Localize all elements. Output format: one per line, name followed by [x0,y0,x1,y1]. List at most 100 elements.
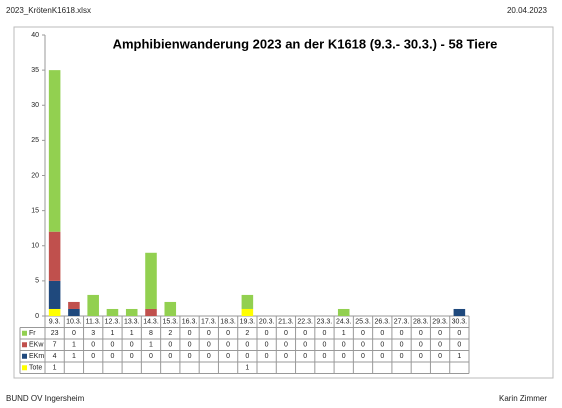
table-value: 0 [111,342,115,349]
x-tick-label: 17.3. [201,319,217,326]
table-value: 0 [188,330,192,337]
bar-segment [68,308,80,316]
x-tick-label: 9.3. [49,319,61,326]
legend-key [22,353,27,359]
table-value: 0 [226,353,230,360]
table-value: 0 [303,353,307,360]
table-value: 0 [438,353,442,360]
print-date: 20.04.2023 [507,6,548,15]
x-tick-label: 29.3. [432,319,448,326]
table-value: 1 [53,365,57,372]
x-tick-label: 23.3. [317,319,333,326]
bar-segment [48,308,61,316]
x-tick-label: 27.3. [394,319,410,326]
table-value: 0 [149,353,153,360]
table-value: 23 [51,330,59,337]
legend-key [22,330,27,336]
table-value: 0 [400,353,404,360]
legend-key [22,342,27,348]
y-tick-label: 0 [35,313,39,320]
table-value: 0 [245,342,249,349]
table-value: 2 [245,330,249,337]
file-name: 2023_KrötenK1618.xlsx [6,6,91,15]
table-value: 1 [245,365,249,372]
table-value: 0 [245,353,249,360]
table-value: 0 [438,330,442,337]
table-value: 3 [91,330,95,337]
table-value: 0 [188,353,192,360]
table-value: 0 [303,330,307,337]
x-tick-label: 26.3. [374,319,390,326]
table-value: 8 [149,330,153,337]
table-value: 0 [457,330,461,337]
x-tick-label: 25.3. [355,319,371,326]
table-value: 0 [265,342,269,349]
x-tick-label: 16.3. [182,319,198,326]
footer-left: BUND OV Ingersheim [6,394,85,403]
y-tick-label: 40 [31,32,39,39]
legend-label: Tote [29,365,42,372]
table-value: 0 [284,330,288,337]
y-tick-label: 5 [35,278,39,285]
table-value: 7 [53,342,57,349]
footer-right: Karin Zimmer [499,394,547,403]
x-tick-label: 14.3. [143,319,159,326]
table-value: 1 [130,330,134,337]
table-value: 0 [342,342,346,349]
x-tick-label: 28.3. [413,319,429,326]
table-value: 0 [168,353,172,360]
table-value: 0 [419,330,423,337]
table-value: 0 [265,353,269,360]
table-value: 0 [188,342,192,349]
table-value: 1 [72,353,76,360]
table-value: 0 [342,353,346,360]
table-value: 0 [284,342,288,349]
x-tick-label: 15.3. [162,319,178,326]
x-tick-label: 12.3. [105,319,121,326]
bar-segment [145,252,157,309]
y-tick-label: 15 [31,207,39,214]
table-value: 0 [380,330,384,337]
table-value: 0 [72,330,76,337]
table-value: 0 [130,342,134,349]
table-value: 0 [207,342,211,349]
table-value: 0 [168,342,172,349]
legend-label: EKm [29,353,44,360]
chart-frame [13,26,554,379]
bar-segment [145,308,157,316]
y-tick-label: 10 [31,243,39,250]
table-value: 1 [72,342,76,349]
table-value: 0 [323,342,327,349]
x-tick-label: 11.3. [86,319,101,326]
table-value: 0 [419,353,423,360]
y-tick-label: 20 [31,172,39,179]
table-value: 0 [91,342,95,349]
x-tick-label: 20.3. [259,319,275,326]
table-value: 4 [53,353,57,360]
table-value: 0 [265,330,269,337]
bar-segment [68,301,80,309]
chart-title: Amphibienwanderung 2023 an der K1618 (9.… [113,36,498,51]
bar-segment [48,280,61,309]
table-value: 0 [207,330,211,337]
bar-segment [337,308,350,316]
table-value: 0 [323,353,327,360]
table-value: 0 [438,342,442,349]
table-value: 1 [457,353,461,360]
y-tick-label: 35 [31,67,39,74]
table-value: 1 [342,330,346,337]
bar-segment [164,301,177,316]
table-value: 0 [361,342,365,349]
legend-key [22,365,27,371]
bar-segment [48,70,61,232]
table-value: 0 [361,330,365,337]
y-tick-label: 25 [31,137,39,144]
legend-label: Fr [29,330,36,337]
x-tick-label: 13.3. [124,319,140,326]
table-value: 0 [284,353,288,360]
table-value: 0 [400,330,404,337]
x-tick-label: 30.3. [452,319,468,326]
table-value: 0 [226,342,230,349]
bar-segment [453,308,466,316]
